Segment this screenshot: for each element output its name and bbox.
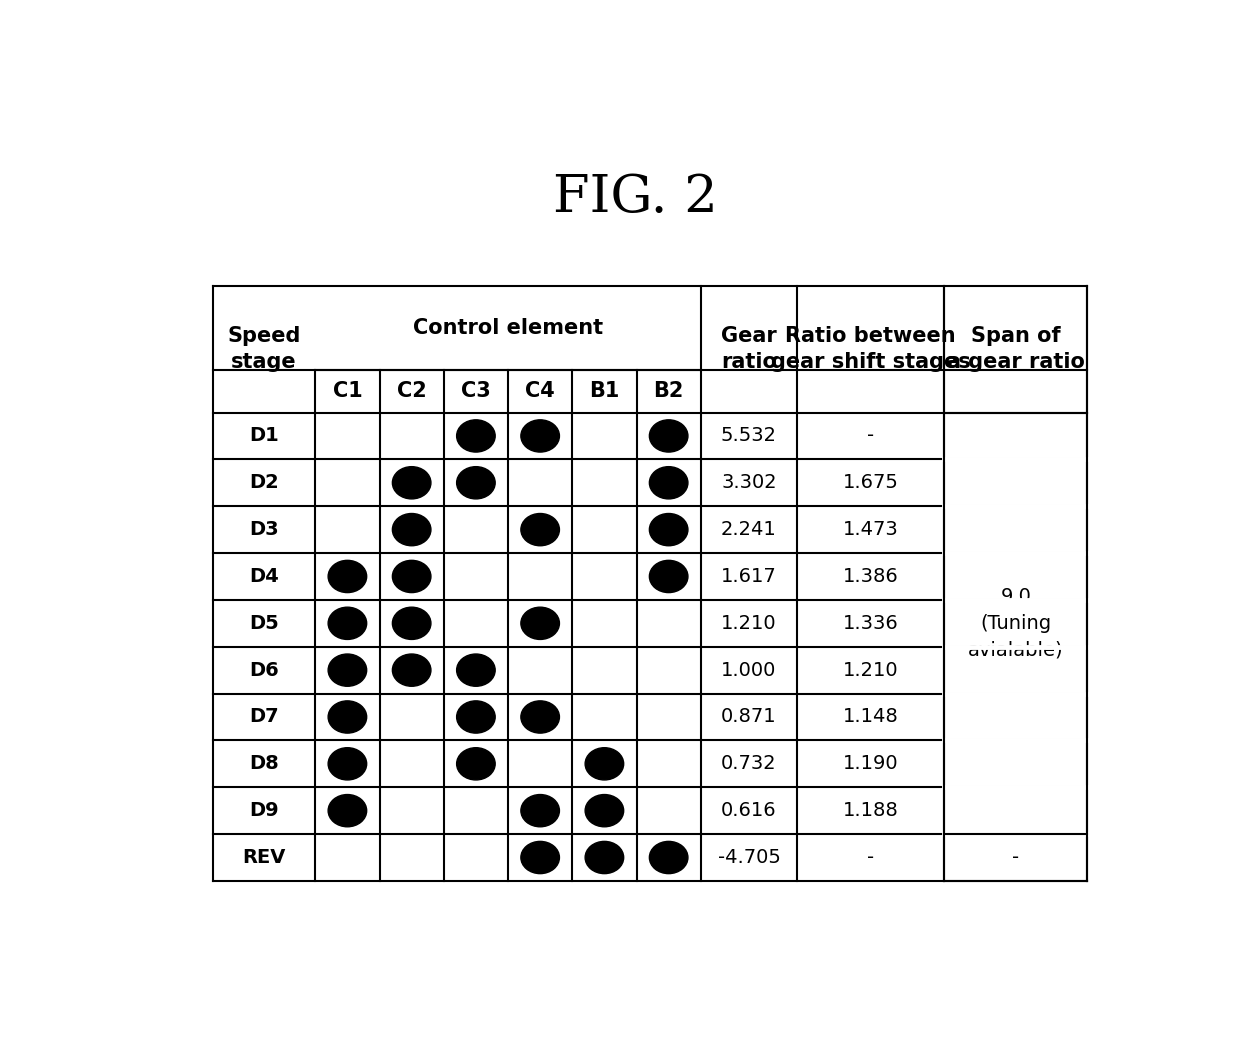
Circle shape (650, 420, 688, 452)
Circle shape (392, 608, 432, 639)
Circle shape (650, 467, 688, 499)
Text: B1: B1 (589, 381, 620, 402)
Text: C1: C1 (332, 381, 362, 402)
Text: Control element: Control element (413, 318, 603, 338)
Text: 1.210: 1.210 (722, 614, 776, 633)
Text: -4.705: -4.705 (718, 848, 780, 867)
Text: D6: D6 (249, 661, 279, 680)
Text: 0.616: 0.616 (722, 801, 776, 821)
Circle shape (456, 748, 495, 780)
Text: 1.336: 1.336 (843, 614, 899, 633)
Text: Span of
a gear ratio: Span of a gear ratio (947, 326, 1085, 373)
Circle shape (392, 514, 432, 546)
Circle shape (456, 467, 495, 499)
Text: -: - (867, 848, 874, 867)
Circle shape (392, 654, 432, 686)
Text: 2.241: 2.241 (722, 520, 776, 539)
Text: 5.532: 5.532 (720, 426, 777, 446)
Text: 1.473: 1.473 (843, 520, 899, 539)
Text: 9.0
(Tuning
avialable): 9.0 (Tuning avialable) (968, 588, 1064, 660)
Text: D1: D1 (249, 426, 279, 446)
Text: D7: D7 (249, 708, 279, 727)
Circle shape (329, 748, 367, 780)
Text: 1.188: 1.188 (843, 801, 899, 821)
Circle shape (392, 467, 432, 499)
Text: FIG. 2: FIG. 2 (553, 172, 718, 223)
Text: 1.190: 1.190 (843, 755, 899, 774)
Circle shape (521, 420, 559, 452)
Text: 3.302: 3.302 (722, 473, 776, 493)
Text: 1.000: 1.000 (722, 661, 776, 680)
Text: D9: D9 (249, 801, 279, 821)
Circle shape (521, 608, 559, 639)
Text: 1.148: 1.148 (843, 708, 899, 727)
Text: Gear
ratio: Gear ratio (720, 326, 777, 373)
Text: D4: D4 (249, 567, 279, 586)
Text: 1.210: 1.210 (843, 661, 899, 680)
Text: D5: D5 (249, 614, 279, 633)
Text: 1.675: 1.675 (843, 473, 899, 493)
Circle shape (456, 654, 495, 686)
Circle shape (650, 841, 688, 874)
Text: Speed
stage: Speed stage (227, 326, 300, 373)
Circle shape (585, 748, 624, 780)
Text: 1.617: 1.617 (722, 567, 776, 586)
Circle shape (456, 701, 495, 733)
Text: REV: REV (242, 848, 285, 867)
Circle shape (456, 420, 495, 452)
Circle shape (521, 841, 559, 874)
Circle shape (329, 654, 367, 686)
Text: D2: D2 (249, 473, 279, 493)
Text: B2: B2 (653, 381, 683, 402)
Circle shape (521, 794, 559, 827)
Circle shape (329, 608, 367, 639)
Circle shape (521, 514, 559, 546)
Text: C4: C4 (526, 381, 556, 402)
Text: D8: D8 (249, 755, 279, 774)
Circle shape (329, 701, 367, 733)
Text: D3: D3 (249, 520, 279, 539)
Circle shape (329, 794, 367, 827)
Text: -: - (1012, 848, 1019, 867)
Circle shape (585, 841, 624, 874)
Text: C2: C2 (397, 381, 427, 402)
Text: C3: C3 (461, 381, 491, 402)
Circle shape (329, 561, 367, 593)
Text: -: - (867, 426, 874, 446)
Circle shape (650, 561, 688, 593)
Text: Ratio between
gear shift stages: Ratio between gear shift stages (771, 326, 971, 373)
Text: 1.386: 1.386 (843, 567, 899, 586)
Circle shape (521, 701, 559, 733)
Text: 0.871: 0.871 (722, 708, 776, 727)
Circle shape (650, 514, 688, 546)
Circle shape (585, 794, 624, 827)
Text: 0.732: 0.732 (722, 755, 776, 774)
Circle shape (392, 561, 432, 593)
